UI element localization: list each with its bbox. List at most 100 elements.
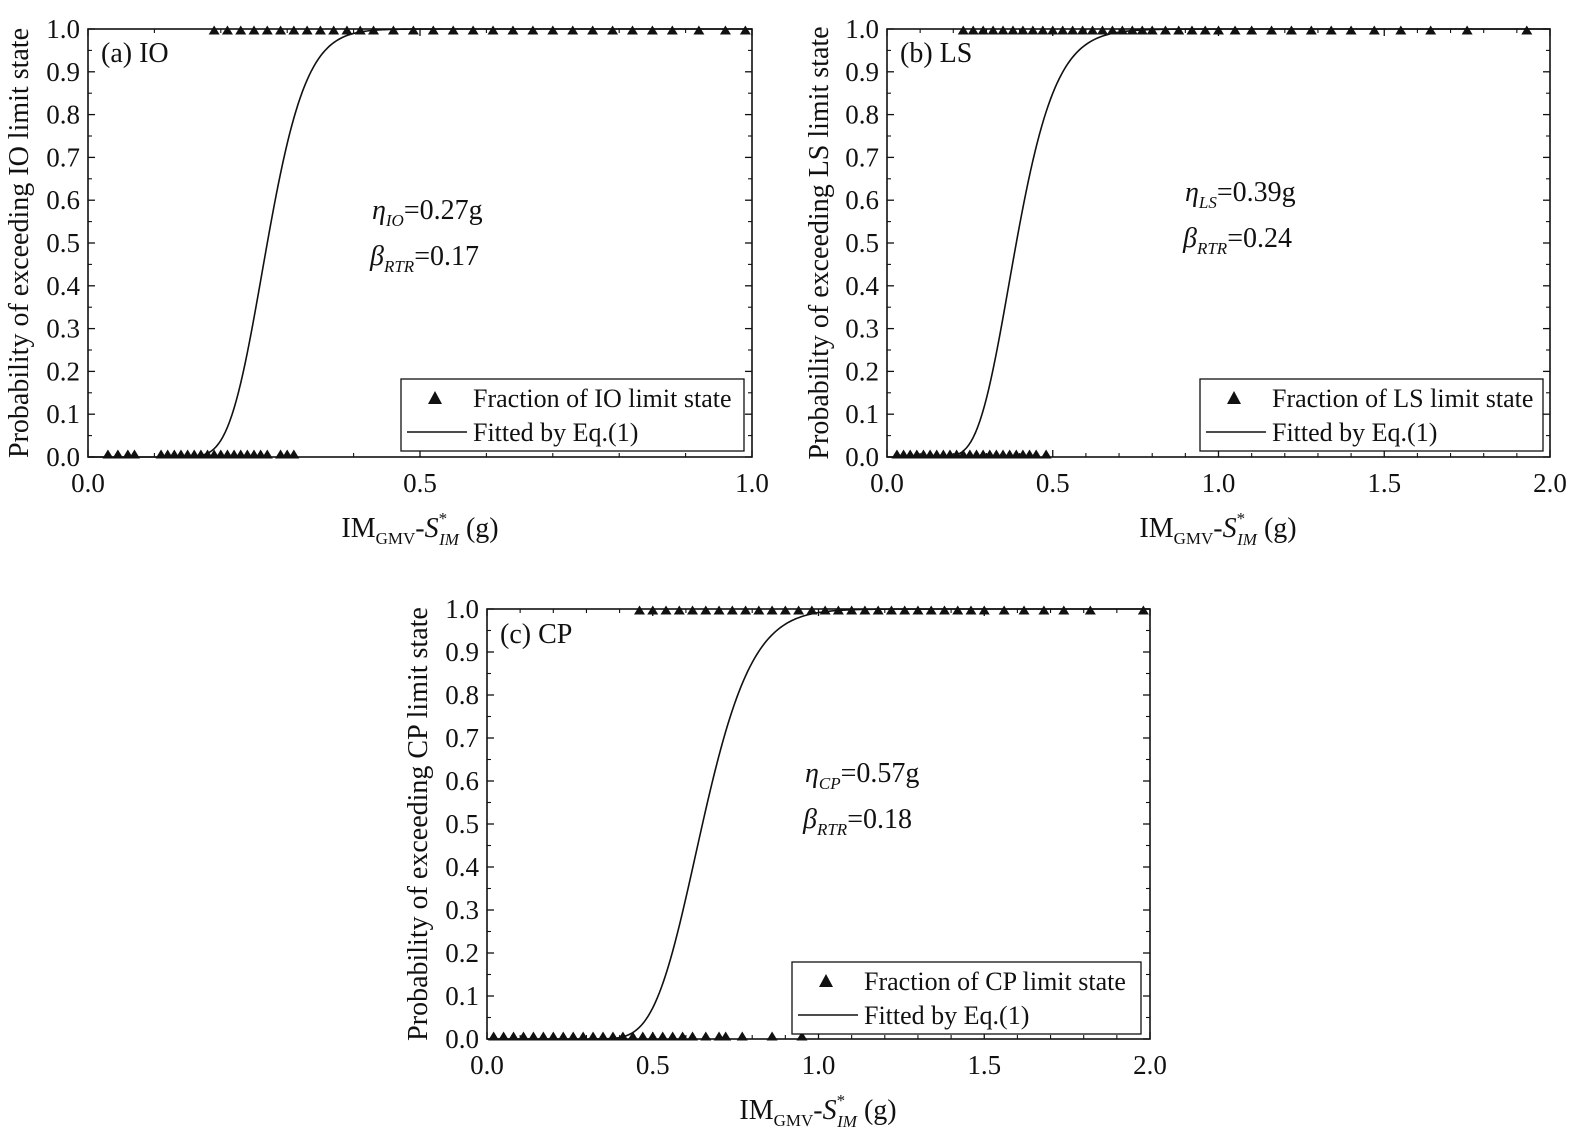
data-point — [832, 605, 844, 615]
data-point — [673, 605, 685, 615]
data-point — [633, 605, 645, 615]
legend-marker-icon — [428, 391, 442, 404]
data-point — [1395, 25, 1407, 35]
data-point — [647, 605, 659, 615]
data-point — [899, 605, 911, 615]
data-point — [1017, 25, 1029, 35]
data-point — [713, 605, 725, 615]
data-point — [354, 25, 366, 35]
y-tick-label: 0.7 — [46, 142, 80, 172]
y-tick-label: 0.1 — [46, 399, 80, 429]
data-point — [660, 605, 672, 615]
data-point — [1246, 25, 1258, 35]
data-point — [997, 25, 1009, 35]
data-point — [779, 605, 791, 615]
data-point — [328, 25, 340, 35]
data-point — [1040, 449, 1052, 459]
data-point — [766, 605, 778, 615]
x-tick-label: 1.5 — [967, 1050, 1001, 1080]
data-point — [1425, 25, 1437, 35]
data-point — [952, 605, 964, 615]
data-point — [1173, 25, 1185, 35]
data-point — [1027, 25, 1039, 35]
data-point — [687, 1031, 699, 1041]
data-point — [537, 1031, 549, 1041]
y-tick-label: 0.7 — [445, 723, 479, 753]
y-tick-label: 0.0 — [46, 442, 80, 472]
data-point — [314, 25, 326, 35]
data-point — [1461, 25, 1473, 35]
y-axis-label: Probability of exceeding CP limit state — [403, 607, 434, 1041]
legend-box — [791, 961, 1142, 1035]
data-point — [1096, 25, 1108, 35]
panel-label: (c) CP — [500, 619, 572, 650]
data-point — [977, 25, 989, 35]
annotation-beta: βRTR=0.18 — [802, 804, 912, 839]
data-point — [693, 25, 705, 35]
y-axis-label: Probability of exceeding LS limit state — [804, 26, 835, 459]
data-point — [527, 25, 539, 35]
y-tick-label: 0.3 — [46, 314, 80, 344]
y-tick-label: 0.9 — [845, 57, 879, 87]
y-tick-label: 0.3 — [445, 895, 479, 925]
data-point — [885, 605, 897, 615]
data-point — [261, 25, 273, 35]
data-point — [607, 1031, 619, 1041]
data-point — [957, 25, 969, 35]
data-point — [846, 605, 858, 615]
data-point — [301, 25, 313, 35]
chart-panel-b: 0.0 0.1 0.2 0.3 0.4 0.5 0.6 0.7 0.8 0.9 1.0 0.0 0.5 1… — [804, 14, 1567, 549]
panel-label: (b) LS — [900, 38, 972, 69]
data-point — [607, 25, 619, 35]
data-point — [627, 1031, 639, 1041]
data-point — [739, 25, 751, 35]
data-point — [740, 605, 752, 615]
y-tick-label: 0.2 — [845, 356, 879, 386]
y-tick-label: 0.6 — [46, 185, 80, 215]
x-tick-label: 0.0 — [71, 468, 105, 498]
y-tick-label: 0.4 — [845, 271, 879, 301]
data-point — [547, 1031, 559, 1041]
data-point — [547, 25, 559, 35]
legend: Fraction of IO limit state Fitted by Eq.(… — [400, 378, 745, 452]
data-point — [487, 25, 499, 35]
data-point — [112, 449, 124, 459]
data-point — [912, 605, 924, 615]
data-point — [720, 1031, 732, 1041]
x-tick-label: 2.0 — [1133, 1050, 1167, 1080]
y-tick-label: 0.5 — [445, 809, 479, 839]
y-tick-label: 0.8 — [845, 100, 879, 130]
data-point — [1285, 25, 1297, 35]
y-tick-label: 0.4 — [445, 852, 479, 882]
data-point — [467, 25, 479, 35]
y-tick-label: 0.9 — [445, 637, 479, 667]
y-tick-label: 0.5 — [46, 228, 80, 258]
legend-label-markers: Fraction of LS limit state — [1272, 384, 1533, 413]
data-point — [587, 1031, 599, 1041]
legend-label-line: Fitted by Eq.(1) — [473, 418, 638, 447]
y-tick-label: 0.0 — [845, 442, 879, 472]
y-tick-label: 0.7 — [845, 142, 879, 172]
data-point — [1325, 25, 1337, 35]
data-point — [102, 449, 114, 459]
data-point — [1136, 25, 1148, 35]
data-point — [1345, 25, 1357, 35]
data-point — [1137, 605, 1149, 615]
data-point — [557, 1031, 569, 1041]
legend-box — [1199, 378, 1544, 452]
data-point — [1037, 25, 1049, 35]
data-point — [647, 1031, 659, 1041]
y-tick-label: 0.8 — [445, 680, 479, 710]
data-point — [726, 605, 738, 615]
data-point — [1106, 25, 1118, 35]
data-point — [1047, 25, 1059, 35]
x-tick-label: 0.0 — [870, 468, 904, 498]
data-point — [819, 605, 831, 615]
data-point — [1007, 25, 1019, 35]
chart-panel-c: 0.0 0.1 0.2 0.3 0.4 0.5 0.6 0.7 0.8 0.9 1.0 0.0 0.5 1… — [403, 594, 1167, 1131]
data-point — [341, 25, 353, 35]
data-point — [646, 25, 658, 35]
legend-marker-icon — [819, 974, 833, 987]
data-point — [208, 25, 220, 35]
